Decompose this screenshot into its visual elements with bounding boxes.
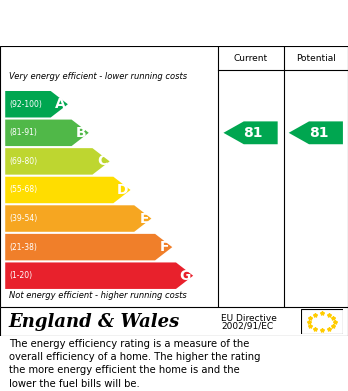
Text: EU Directive: EU Directive (221, 314, 277, 323)
Text: E: E (139, 212, 149, 226)
Text: (81-91): (81-91) (9, 128, 37, 137)
Text: 81: 81 (244, 126, 263, 140)
Polygon shape (5, 234, 172, 260)
Text: Energy Efficiency Rating: Energy Efficiency Rating (9, 16, 230, 30)
Text: (92-100): (92-100) (9, 100, 42, 109)
Text: F: F (160, 240, 170, 254)
Polygon shape (223, 121, 278, 144)
Polygon shape (5, 120, 89, 146)
Text: (1-20): (1-20) (9, 271, 32, 280)
Polygon shape (289, 121, 343, 144)
Text: (21-38): (21-38) (9, 243, 37, 252)
Polygon shape (5, 177, 130, 203)
Text: G: G (179, 269, 191, 283)
Text: A: A (55, 97, 65, 111)
Polygon shape (5, 91, 68, 117)
Text: Very energy efficient - lower running costs: Very energy efficient - lower running co… (9, 72, 187, 81)
Polygon shape (5, 148, 110, 175)
Polygon shape (5, 205, 151, 232)
Text: Current: Current (234, 54, 268, 63)
Text: 81: 81 (309, 126, 328, 140)
Text: (69-80): (69-80) (9, 157, 38, 166)
Text: C: C (97, 154, 107, 169)
Text: (55-68): (55-68) (9, 185, 38, 194)
Text: B: B (76, 126, 86, 140)
Text: Potential: Potential (296, 54, 336, 63)
Text: 2002/91/EC: 2002/91/EC (221, 321, 273, 330)
Text: Not energy efficient - higher running costs: Not energy efficient - higher running co… (9, 291, 187, 300)
Polygon shape (5, 262, 193, 289)
Text: D: D (117, 183, 128, 197)
Text: England & Wales: England & Wales (9, 312, 180, 331)
Text: The energy efficiency rating is a measure of the
overall efficiency of a home. T: The energy efficiency rating is a measur… (9, 339, 260, 389)
Text: (39-54): (39-54) (9, 214, 38, 223)
